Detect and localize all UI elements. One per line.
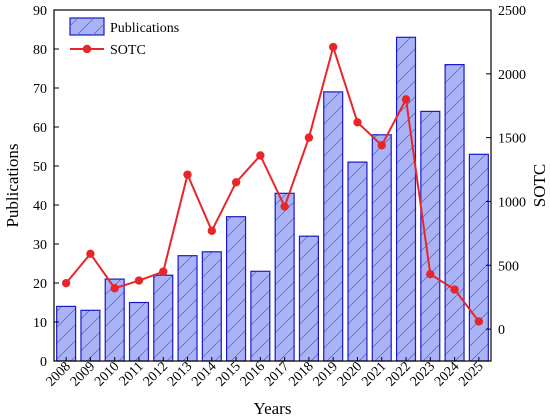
x-tick-label-2013: 2013 bbox=[165, 359, 195, 389]
bar-outline-2013 bbox=[177, 255, 198, 362]
sotc-point-2020 bbox=[353, 118, 362, 127]
y2-tick-label-0: 0 bbox=[498, 323, 505, 338]
left-axis: 0 10 20 30 40 50 60 70 80 90 bbox=[33, 4, 59, 370]
right-axis: 0 500 1000 1500 2000 2500 bbox=[486, 4, 526, 338]
bar-outline-2009 bbox=[80, 309, 101, 362]
sotc-point-2016 bbox=[256, 151, 265, 160]
x-tick-label-2025: 2025 bbox=[456, 359, 486, 389]
x-tick-label-2015: 2015 bbox=[214, 359, 244, 389]
legend-label-publications: Publications bbox=[110, 21, 179, 36]
x-tick-label-2017: 2017 bbox=[262, 359, 292, 389]
x-tick-label-2018: 2018 bbox=[286, 359, 316, 389]
x-tick-label-2023: 2023 bbox=[408, 359, 438, 389]
bar-outline-2021 bbox=[371, 134, 392, 362]
x-tick-label-2010: 2010 bbox=[92, 359, 122, 389]
bar-outline-2020 bbox=[347, 161, 368, 362]
sotc-point-2008 bbox=[61, 278, 71, 288]
x-tick-label-2009: 2009 bbox=[68, 359, 98, 389]
legend-swatch-sotc-marker bbox=[82, 44, 92, 54]
x-tick-label-2012: 2012 bbox=[141, 359, 171, 389]
sotc-point-2011 bbox=[134, 276, 144, 285]
bar-outline-2012 bbox=[153, 274, 174, 362]
y2-tick-label-2500: 2500 bbox=[498, 4, 526, 19]
sotc-point-2021 bbox=[377, 141, 386, 150]
y-tick-label-0: 0 bbox=[40, 355, 47, 370]
bar-outline-2015 bbox=[226, 216, 247, 362]
x-axis-title: Years bbox=[254, 399, 292, 418]
line-layer bbox=[61, 42, 484, 326]
bars-layer bbox=[56, 36, 489, 362]
y2-axis-title: SOTC bbox=[530, 164, 549, 207]
x-tick-label-2008: 2008 bbox=[44, 359, 74, 389]
sotc-point-2019 bbox=[328, 42, 338, 52]
x-tick-label-2011: 2011 bbox=[117, 359, 147, 389]
legend-swatch-hatch bbox=[70, 18, 104, 35]
y-tick-label-30: 30 bbox=[33, 238, 47, 253]
y2-tick-label-1500: 1500 bbox=[498, 132, 526, 147]
bar-outline-2022 bbox=[395, 36, 417, 362]
sotc-point-2015 bbox=[231, 178, 241, 187]
sotc-point-2010 bbox=[110, 284, 119, 293]
sotc-point-2017 bbox=[280, 202, 289, 211]
bar-outline-2014 bbox=[201, 251, 222, 362]
x-tick-label-2021: 2021 bbox=[359, 359, 389, 389]
bar-outline-2008 bbox=[56, 305, 77, 362]
x-tick-label-2016: 2016 bbox=[238, 359, 268, 389]
sotc-point-2014 bbox=[207, 226, 217, 236]
sotc-point-2013 bbox=[183, 170, 192, 179]
bar-outline-2011 bbox=[128, 301, 150, 362]
y2-tick-label-2000: 2000 bbox=[498, 68, 526, 83]
bar-outline-2016 bbox=[250, 270, 271, 362]
y-tick-label-60: 60 bbox=[33, 121, 47, 136]
bar-outline-2018 bbox=[298, 235, 319, 362]
y-tick-label-50: 50 bbox=[33, 160, 47, 175]
x-tick-label-2024: 2024 bbox=[432, 359, 462, 389]
sotc-point-2009 bbox=[86, 249, 95, 258]
legend: Publications SOTC bbox=[69, 17, 179, 58]
sotc-point-2025 bbox=[474, 317, 484, 326]
x-axis: 2008200920102011201220132014201520162017… bbox=[44, 357, 487, 390]
plot-frame bbox=[53, 9, 492, 362]
bar-outline-2024 bbox=[444, 63, 465, 362]
sotc-point-2018 bbox=[304, 133, 314, 142]
x-tick-label-2020: 2020 bbox=[335, 359, 365, 389]
x-tick-label-2019: 2019 bbox=[311, 359, 341, 389]
y-tick-label-90: 90 bbox=[33, 4, 47, 19]
legend-label-sotc: SOTC bbox=[110, 43, 146, 58]
x-tick-label-2022: 2022 bbox=[383, 359, 413, 389]
y-tick-label-20: 20 bbox=[33, 277, 47, 292]
x-tick-label-2014: 2014 bbox=[189, 359, 219, 389]
y-tick-label-80: 80 bbox=[33, 43, 47, 58]
sotc-point-2023 bbox=[426, 270, 435, 279]
sotc-point-2022 bbox=[401, 95, 411, 104]
y-tick-label-10: 10 bbox=[33, 316, 47, 331]
y-tick-label-70: 70 bbox=[33, 82, 47, 97]
sotc-line bbox=[65, 43, 480, 323]
y-tick-label-40: 40 bbox=[33, 199, 47, 214]
bar-outline-2025 bbox=[468, 153, 489, 362]
bar-outline-2017 bbox=[274, 192, 295, 362]
y2-tick-label-500: 500 bbox=[498, 259, 519, 274]
bar-outline-2023 bbox=[420, 110, 441, 362]
bar-outline-2019 bbox=[323, 91, 344, 362]
sotc-point-2012 bbox=[159, 267, 168, 276]
y2-tick-label-1000: 1000 bbox=[498, 195, 526, 210]
sotc-point-2024 bbox=[450, 285, 459, 294]
y-axis-title: Publications bbox=[3, 143, 22, 227]
